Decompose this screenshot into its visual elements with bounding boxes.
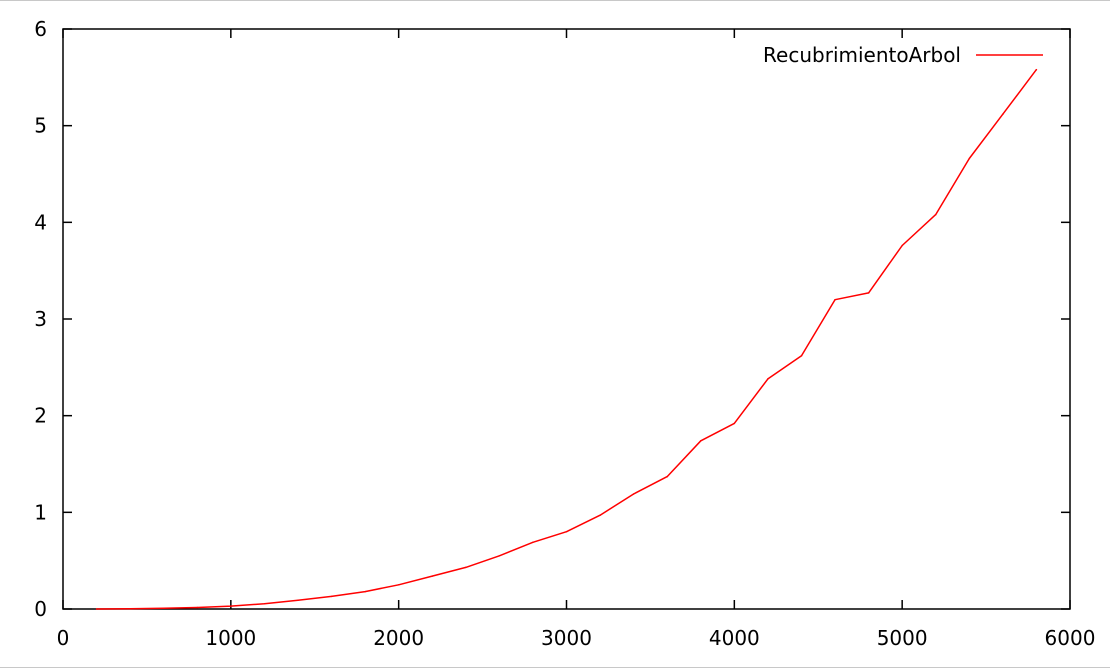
data-point [465, 566, 467, 569]
x-tick-label: 1000 [205, 626, 256, 650]
legend-label: RecubrimientoArbol [763, 43, 961, 67]
data-point [1002, 113, 1004, 115]
y-tick-label: 2 [34, 404, 47, 428]
data-point [700, 440, 702, 442]
data-point [498, 555, 501, 557]
top-border [0, 0, 1110, 1]
data-point [364, 590, 366, 593]
data-point [867, 292, 870, 294]
x-tick-label: 0 [57, 626, 70, 650]
data-point [397, 584, 400, 586]
data-point [632, 493, 635, 495]
data-point [330, 595, 333, 598]
y-tick-label: 1 [34, 500, 47, 524]
y-tick-label: 3 [34, 307, 47, 331]
data-point [565, 530, 568, 533]
y-tick-label: 0 [34, 597, 47, 621]
data-point [196, 606, 199, 609]
x-tick-label: 2000 [373, 626, 424, 650]
data-point [767, 378, 769, 380]
data-point [95, 608, 98, 610]
data-point [230, 605, 232, 607]
x-tick-label: 4000 [709, 626, 760, 650]
data-point [666, 475, 668, 478]
data-point [297, 599, 299, 602]
plot-area-border [62, 28, 1071, 610]
data-point [532, 541, 534, 544]
data-point [901, 244, 903, 247]
series-line [96, 69, 1037, 610]
data-point [162, 607, 165, 609]
y-tick-labels: 0 1 2 3 4 5 6 [34, 17, 47, 621]
y-tick-label: 6 [34, 17, 47, 41]
data-point [431, 575, 433, 577]
series-layer [95, 68, 1038, 610]
data-point [1035, 68, 1038, 71]
x-tick-label: 5000 [877, 626, 928, 650]
data-point [599, 514, 601, 516]
y-tick-label: 5 [34, 114, 47, 138]
data-point [129, 607, 131, 610]
data-point [733, 422, 736, 425]
data-point [934, 213, 937, 216]
bottom-border [0, 667, 1110, 668]
y-tick-label: 4 [34, 210, 47, 234]
data-point [834, 298, 836, 301]
data-point [263, 602, 266, 605]
data-point [968, 157, 971, 160]
x-tick-label: 6000 [1045, 626, 1096, 650]
x-tick-label: 3000 [541, 626, 592, 650]
x-tick-labels: 0 1000 2000 3000 4000 5000 6000 [57, 626, 1096, 650]
data-point [800, 354, 803, 357]
axis-ticks [62, 28, 1071, 610]
legend: RecubrimientoArbol [763, 43, 1043, 67]
